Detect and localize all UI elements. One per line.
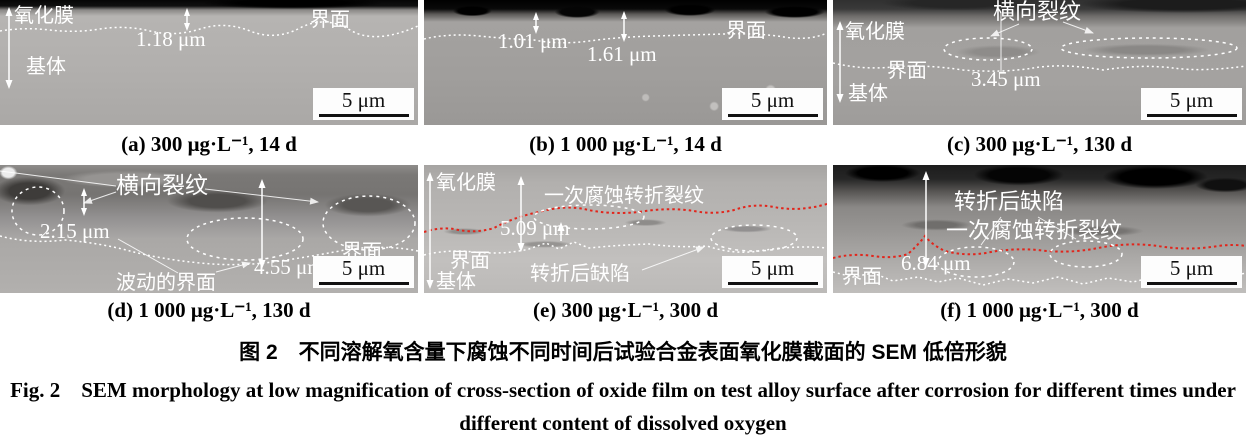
interface-label: 界面 bbox=[450, 250, 490, 272]
panel-a-annotations bbox=[0, 7, 418, 89]
scale-bar-label: 5 μm bbox=[1169, 88, 1214, 112]
panel-f-annotations bbox=[833, 171, 1246, 286]
substrate-label: 基体 bbox=[436, 271, 476, 293]
panel-d-caption: (d) 1 000 μg·L⁻¹, 130 d bbox=[107, 297, 311, 322]
thickness-measure: 4.55 μm bbox=[254, 255, 324, 279]
scale-bar-line bbox=[318, 282, 409, 285]
thickness-measure: 2.15 μm bbox=[40, 219, 110, 243]
sem-panel-b: 1.01 μm 1.61 μm 界面 5 μm bbox=[424, 0, 827, 125]
panel-b-annotations bbox=[424, 11, 827, 44]
interface-label: 界面 bbox=[726, 20, 766, 42]
thickness-measure: 1.61 μm bbox=[587, 42, 657, 66]
scale-bar-label: 5 μm bbox=[1169, 256, 1214, 280]
wavy-interface-label: 波动的界面 bbox=[116, 272, 216, 293]
figure-caption-english-line1: Fig. 2 SEM morphology at low magnificati… bbox=[10, 378, 1236, 402]
oxide-film-label: 氧化膜 bbox=[14, 5, 74, 27]
interface-label: 界面 bbox=[310, 9, 350, 31]
scale-bar-line bbox=[727, 114, 818, 117]
scale-bar: 5 μm bbox=[313, 88, 414, 120]
substrate-label: 基体 bbox=[26, 56, 66, 78]
primary-corrosion-crack-label: 一次腐蚀转折裂纹 bbox=[544, 185, 704, 207]
thickness-measure: 6.84 μm bbox=[901, 251, 971, 275]
panel-f-caption: (f) 1 000 μg·L⁻¹, 300 d bbox=[940, 297, 1139, 322]
scale-bar-line bbox=[727, 282, 818, 285]
panel-c-caption: (c) 300 μg·L⁻¹, 130 d bbox=[946, 131, 1133, 156]
figure-caption-english-line2: different content of dissolved oxygen bbox=[459, 410, 787, 435]
scale-bar: 5 μm bbox=[313, 256, 414, 288]
sem-panel-e: 氧化膜 一次腐蚀转折裂纹 5.09 μm 界面 转折后缺陷 基体 5 μm bbox=[424, 165, 827, 293]
scale-bar-label: 5 μm bbox=[750, 256, 795, 280]
substrate-label: 基体 bbox=[848, 83, 888, 105]
sem-panel-d: 横向裂纹 2.15 μm 4.55 μm 波动的界面 界面 5 μm bbox=[0, 165, 418, 293]
defects-after-turning-label: 转折后缺陷 bbox=[954, 189, 1065, 214]
thickness-measure: 1.01 μm bbox=[498, 29, 568, 53]
interface-label: 界面 bbox=[842, 266, 882, 288]
scale-bar: 5 μm bbox=[1141, 88, 1242, 120]
thickness-measure: 1.18 μm bbox=[136, 27, 206, 51]
scale-bar-label: 5 μm bbox=[341, 88, 386, 112]
panel-e-annotations bbox=[424, 172, 827, 289]
scale-bar-label: 5 μm bbox=[341, 256, 386, 280]
oxide-film-label: 氧化膜 bbox=[436, 172, 496, 194]
primary-corrosion-crack-label: 一次腐蚀转折裂纹 bbox=[946, 218, 1123, 243]
sem-panel-a: 氧化膜 基体 界面 1.18 μm 5 μm bbox=[0, 0, 418, 125]
scale-bar-label: 5 μm bbox=[750, 88, 795, 112]
panel-d-annotations bbox=[0, 170, 418, 274]
thickness-measure: 3.45 μm bbox=[971, 67, 1041, 91]
panel-a-caption: (a) 300 μg·L⁻¹, 14 d bbox=[121, 131, 297, 156]
panel-b-caption: (b) 1 000 μg·L⁻¹, 14 d bbox=[529, 131, 722, 156]
panel-e-caption: (e) 300 μg·L⁻¹, 300 d bbox=[532, 297, 719, 322]
transverse-cracks-label: 横向裂纹 bbox=[116, 172, 208, 198]
thickness-measure: 5.09 μm bbox=[500, 216, 570, 240]
interface-label: 界面 bbox=[887, 60, 927, 82]
sem-panel-f: 转折后缺陷 一次腐蚀转折裂纹 6.84 μm 界面 5 μm bbox=[833, 165, 1246, 293]
sem-panel-c: 氧化膜 横向裂纹 界面 3.45 μm 基体 5 μm bbox=[833, 0, 1246, 125]
transverse-cracks-label: 横向裂纹 bbox=[993, 0, 1082, 24]
figure-caption-chinese: 图 2 不同溶解氧含量下腐蚀不同时间后试验合金表面氧化膜截面的 SEM 低倍形貌 bbox=[239, 341, 1007, 364]
panel-c-annotations bbox=[833, 12, 1246, 103]
defects-after-turning-label: 转折后缺陷 bbox=[530, 263, 630, 285]
scale-bar-line bbox=[1146, 282, 1237, 285]
scale-bar: 5 μm bbox=[722, 256, 823, 288]
oxide-film-label: 氧化膜 bbox=[845, 21, 905, 43]
scale-bar-line bbox=[318, 114, 409, 117]
scale-bar: 5 μm bbox=[722, 88, 823, 120]
scale-bar-line bbox=[1146, 114, 1237, 117]
scale-bar: 5 μm bbox=[1141, 256, 1242, 288]
